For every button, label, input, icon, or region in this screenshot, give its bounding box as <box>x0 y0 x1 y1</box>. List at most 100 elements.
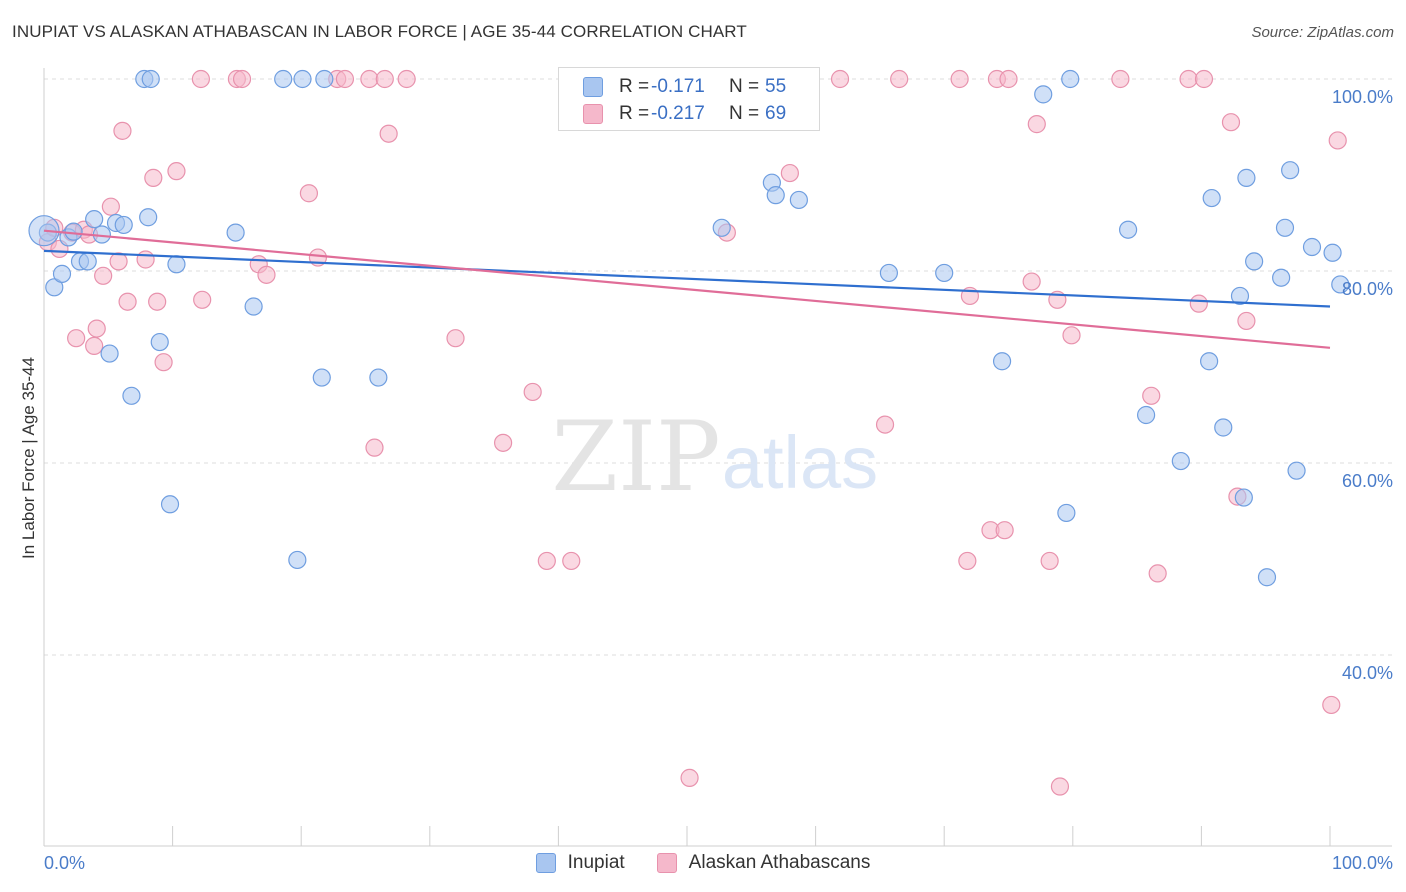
inupiat-point <box>1230 286 1250 306</box>
athabascan-point <box>87 319 106 338</box>
athabascan-point <box>1189 294 1208 313</box>
athabascan-point <box>1142 386 1161 405</box>
inupiat-point <box>1302 237 1322 257</box>
athabascan-point <box>1027 115 1046 134</box>
legend-n-value: 69 <box>765 103 787 124</box>
athabascan-point <box>999 69 1018 89</box>
x-tick-labels: 0.0% 100.0% <box>44 853 1393 873</box>
inupiat-point <box>293 69 312 89</box>
inupiat-point <box>1287 461 1306 480</box>
athabascan-point <box>1237 311 1256 331</box>
athabascan-point <box>890 69 909 89</box>
gridlines <box>44 78 1392 656</box>
legend-swatch-inupiat <box>583 77 603 97</box>
athabascan-point <box>1322 695 1341 715</box>
inupiat-point <box>1323 243 1342 262</box>
inupiat-point <box>1137 405 1156 425</box>
athabascan-point <box>830 69 850 89</box>
athabascan-point <box>680 768 699 787</box>
inupiat-point <box>114 215 133 235</box>
legend-n-label: N = <box>729 103 760 124</box>
athabascan-point <box>101 197 120 216</box>
legend-item-inupiat[interactable]: Inupiat <box>535 852 625 874</box>
inupiat-point <box>1171 451 1190 471</box>
inupiat-point <box>85 210 104 229</box>
inupiat-point <box>1281 161 1300 180</box>
inupiat-point <box>1200 352 1219 371</box>
inupiat-point <box>167 255 186 274</box>
inupiat-point <box>1272 268 1291 287</box>
athabascan-point <box>995 521 1014 540</box>
athabascan-point <box>144 168 163 187</box>
athabascan-point <box>109 252 128 271</box>
athabascan-point <box>950 69 969 89</box>
athabascan-point <box>154 353 173 372</box>
legend-r-value: -0.171 <box>651 76 705 97</box>
series-legend: Inupiat Alaskan Athabascans <box>0 852 1406 874</box>
athabascan-point <box>1194 69 1214 89</box>
athabascan-point <box>523 382 542 402</box>
inupiat-point <box>78 252 97 271</box>
y-tick-label: 60.0% <box>1342 471 1393 491</box>
legend-r-label: R = <box>619 76 650 97</box>
athabascan-point <box>365 438 384 457</box>
athabascan-point <box>375 69 394 89</box>
inupiat-point <box>766 186 785 205</box>
legend-label-alaskan-athabascans: Alaskan Athabascans <box>688 852 871 873</box>
athabascan-point <box>1148 564 1167 583</box>
legend-r-value: -0.217 <box>651 103 705 124</box>
inupiat-point <box>369 368 388 387</box>
athabascan-point <box>360 69 379 89</box>
legend-swatch-alaskan-athabascans <box>583 104 603 124</box>
athabascan-point <box>257 265 276 284</box>
inupiat-point <box>312 368 331 387</box>
legend-swatch-inupiat <box>535 853 556 873</box>
inupiat-point <box>226 223 245 242</box>
athabascan-point <box>1179 69 1198 89</box>
athabascan-point <box>167 162 186 181</box>
legend-item-alaskan-athabascans[interactable]: Alaskan Athabascans <box>656 852 871 874</box>
inupiat-point <box>1257 568 1277 587</box>
athabascan-point <box>193 290 212 309</box>
y-tick-label: 100.0% <box>1332 87 1393 107</box>
athabascan-point <box>562 551 581 571</box>
source-label: Source: ZipAtlas.com <box>1251 24 1394 41</box>
inupiat-point <box>992 352 1012 371</box>
athabascan-point <box>494 433 513 452</box>
inupiat-point <box>1061 69 1080 89</box>
inupiat-point <box>52 264 72 283</box>
athabascan-point <box>1328 131 1347 150</box>
inupiat-point <box>1214 418 1233 437</box>
inupiat-point <box>789 190 808 210</box>
athabascan-point <box>1050 777 1070 796</box>
series-inupiat <box>28 69 1350 587</box>
inupiat-point <box>45 278 64 297</box>
y-tick-labels: 40.0% 60.0% 80.0% 100.0% <box>1332 87 1393 683</box>
athabascan-point <box>299 184 319 203</box>
athabascan-point <box>1040 551 1059 571</box>
athabascan-point <box>1221 113 1241 132</box>
x-tick-label: 100.0% <box>1332 853 1393 873</box>
legend-row-inupiat: R = -0.171 N = 55 <box>583 74 786 100</box>
trend-lines <box>43 229 1331 349</box>
inupiat-point <box>1275 218 1295 237</box>
athabascan-point <box>67 329 86 348</box>
legend-r-label: R = <box>619 103 650 124</box>
watermark: ZIP atlas <box>551 401 878 513</box>
athabascan-point <box>136 250 155 269</box>
legend-n-label: N = <box>729 76 760 97</box>
inupiat-point <box>1118 220 1138 239</box>
athabascan-point <box>94 266 113 285</box>
inupiat-point <box>1057 503 1076 523</box>
athabascan-point <box>1062 326 1081 345</box>
y-tick-label: 40.0% <box>1342 663 1393 683</box>
inupiat-point <box>1331 275 1350 294</box>
athabascan-point <box>446 329 465 348</box>
legend-row-alaskan-athabascans: R = -0.217 N = 69 <box>583 101 786 127</box>
chart-title: INUPIAT VS ALASKAN ATHABASCAN IN LABOR F… <box>12 22 747 41</box>
athabascan-point <box>1111 69 1130 89</box>
x-tick-label: 0.0% <box>44 853 85 873</box>
inupiat-point <box>122 386 141 405</box>
inupiat-point <box>244 297 263 316</box>
